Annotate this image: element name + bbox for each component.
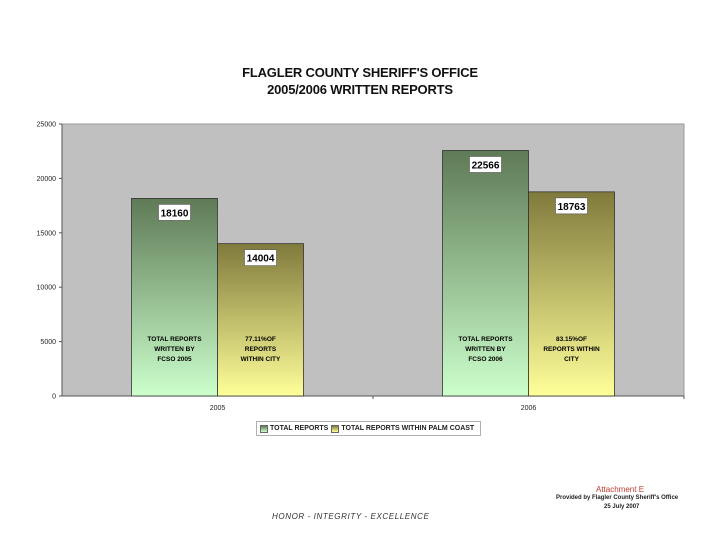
bar-2005-series-1: [217, 243, 304, 397]
value-label-box: [469, 156, 502, 173]
attachment-label: Attachment E: [596, 485, 645, 494]
chart-subtitle: 2005/2006 WRITTEN REPORTS: [267, 82, 453, 97]
legend-item-total: TOTAL REPORTS: [260, 424, 329, 433]
y-tick-label: 20000: [37, 176, 57, 183]
bar-2005-series-0: [131, 198, 218, 397]
y-tick-label: 15000: [37, 230, 57, 237]
bar-annotation-line: TOTAL REPORTS: [147, 336, 202, 343]
bar-annotation-line: FCSO 2005: [157, 356, 192, 363]
bar-annotation-line: REPORTS: [245, 346, 277, 353]
value-label-box: [158, 204, 191, 221]
y-tick-label: 25000: [37, 122, 57, 129]
legend-label-total: TOTAL REPORTS: [270, 425, 329, 432]
bar-annotation-line: 83.15%OF: [556, 336, 587, 343]
legend-swatch-palm-coast: [331, 424, 340, 433]
value-label: 18763: [558, 202, 586, 213]
value-label: 14004: [247, 254, 275, 265]
value-label: 22566: [472, 160, 500, 171]
bar-annotation-line: FCSO 2006: [468, 356, 503, 363]
x-tick-label: 2006: [521, 405, 537, 412]
value-label: 18160: [161, 208, 189, 219]
bar-annotation-line: WRITTEN BY: [465, 346, 506, 353]
bar-2006-series-1: [528, 191, 615, 397]
bar-2006-series-0: [442, 150, 529, 397]
bar-annotation-line: WRITTEN BY: [154, 346, 195, 353]
motto-text: HONOR - INTEGRITY - EXCELLENCE: [272, 512, 430, 521]
chart-title: FLAGLER COUNTY SHERIFF'S OFFICE: [242, 65, 478, 80]
bar-annotation-line: CITY: [564, 356, 579, 363]
y-tick-label: 0: [52, 394, 56, 401]
date-text: 25 July 2007: [604, 504, 640, 510]
bar-annotation-line: 77.11%OF: [245, 336, 276, 343]
provided-by-text: Provided by Flagler County Sheriff's Off…: [556, 495, 679, 501]
bar-annotation-line: TOTAL REPORTS: [458, 336, 513, 343]
chart-legend: TOTAL REPORTS TOTAL REPORTS WITHIN PALM …: [256, 421, 482, 436]
value-label-box: [244, 249, 277, 266]
y-tick-label: 10000: [37, 285, 57, 292]
y-tick-label: 5000: [40, 339, 56, 346]
bar-annotation-line: REPORTS WITHIN: [543, 346, 600, 353]
legend-item-palm-coast: TOTAL REPORTS WITHIN PALM COAST: [331, 424, 475, 433]
value-label-box: [555, 197, 588, 215]
legend-swatch-total: [260, 424, 268, 433]
x-tick-label: 2005: [210, 405, 226, 412]
bar-annotation-line: WITHIN CITY: [241, 356, 281, 363]
legend-label-palm-coast: TOTAL REPORTS WITHIN PALM COAST: [341, 425, 475, 432]
